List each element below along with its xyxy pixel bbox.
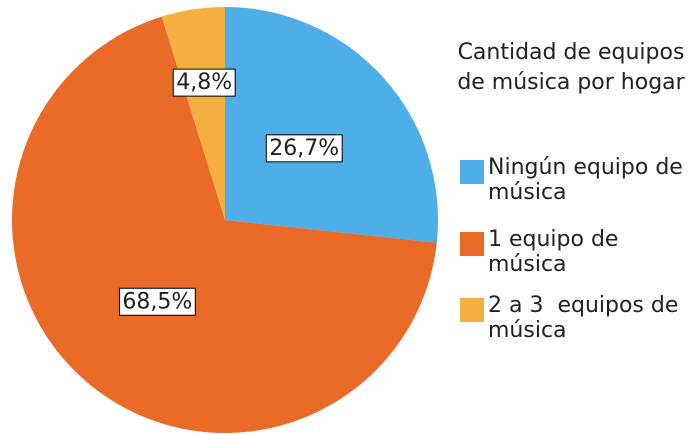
data-label: 68,5% <box>122 289 192 314</box>
legend-title: Cantidad de equipos de música por hogar <box>457 40 685 95</box>
pie-slice <box>161 7 225 220</box>
pie-slice <box>12 16 437 433</box>
pie-slice <box>225 7 438 243</box>
label-box <box>172 68 236 97</box>
legend-swatch <box>460 232 484 256</box>
data-label: 4,8% <box>176 70 232 95</box>
legend-label: 1 equipo de música <box>488 227 626 277</box>
label-box <box>118 287 196 316</box>
legend-swatch <box>460 298 484 322</box>
legend-swatch <box>460 160 484 184</box>
data-label: 26,7% <box>269 136 339 161</box>
label-box <box>265 134 343 163</box>
legend-label: Ningún equipo de música <box>488 155 690 205</box>
legend-label: 2 a 3 equipos de música <box>488 293 686 343</box>
